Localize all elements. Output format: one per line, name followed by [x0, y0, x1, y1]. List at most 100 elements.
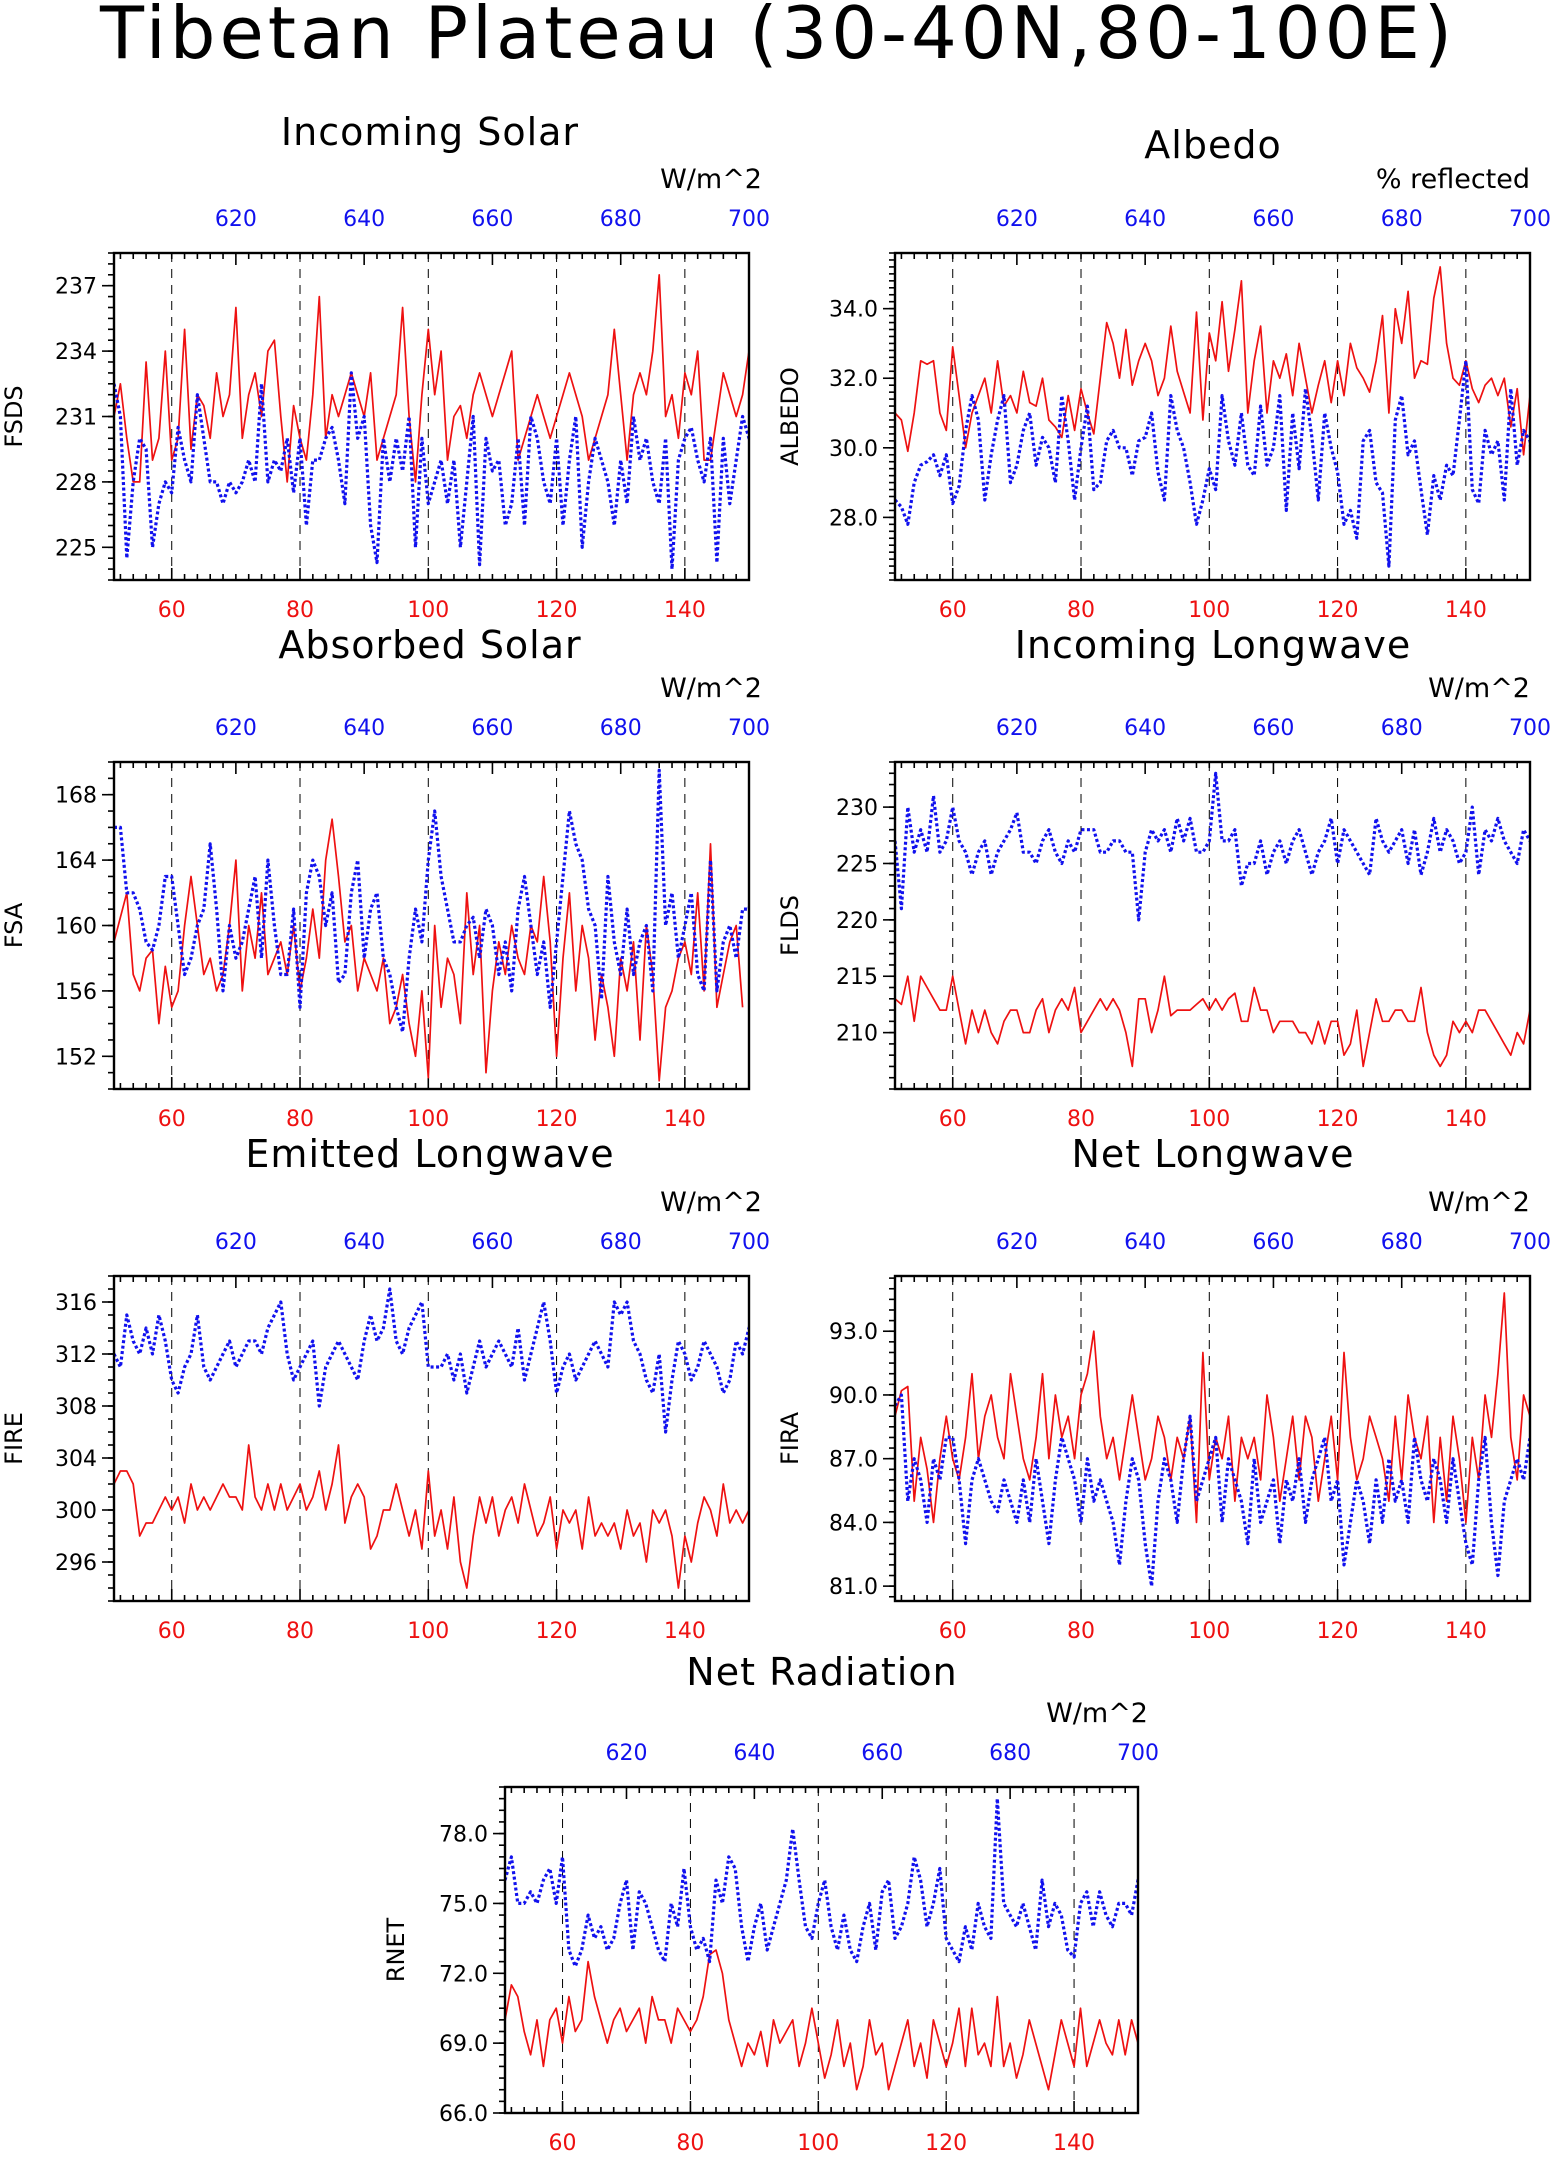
x-tick-label: 120	[1317, 598, 1359, 623]
y-tick-label: 168	[55, 784, 97, 809]
x-tick-label: 80	[286, 1107, 314, 1132]
x2-tick-label: 620	[996, 207, 1038, 232]
x2-tick-label: 640	[343, 1230, 385, 1255]
y-tick-label: 34.0	[829, 298, 878, 323]
y-tick-label: 228	[55, 471, 97, 496]
x2-tick-label: 680	[989, 1741, 1031, 1766]
y-tick-label: 152	[55, 1045, 97, 1070]
x2-tick-label: 640	[1124, 207, 1166, 232]
x2-tick-label: 620	[996, 716, 1038, 741]
y-axis-label: FLDS	[776, 895, 804, 956]
x-tick-label: 100	[407, 1107, 449, 1132]
panel-title: Albedo	[1144, 123, 1281, 167]
y-axis-label: RNET	[382, 1917, 410, 1982]
x-tick-label: 100	[1188, 1107, 1230, 1132]
red-series-line	[114, 1444, 749, 1589]
red-series-line	[114, 273, 749, 483]
x2-tick-label: 620	[215, 1230, 257, 1255]
x-tick-label: 100	[797, 2131, 839, 2156]
chart-panel-flds: Incoming Longwave W/m^2 FLDS 60 80 100 120 140 6…	[776, 623, 1551, 1132]
chart-panel-fire: Emitted Longwave W/m^2 FIRE 60 80 100 120 140 62…	[0, 1132, 770, 1644]
y-tick-label: 160	[55, 915, 97, 940]
x-tick-label: 60	[939, 1107, 967, 1132]
y-tick-label: 225	[55, 536, 97, 561]
panel-title: Incoming Solar	[281, 110, 579, 154]
plot-frame	[112, 1274, 751, 1603]
chart-panel-fira: Net Longwave W/m^2 FIRA 60 80 100 120 140 620 640…	[776, 1132, 1551, 1644]
x-tick-label: 140	[1053, 2131, 1095, 2156]
x2-tick-label: 700	[728, 1230, 770, 1255]
plot-frame	[112, 760, 751, 1091]
x-tick-label: 120	[536, 1619, 578, 1644]
x2-tick-label: 700	[1509, 716, 1551, 741]
series-group	[895, 771, 1530, 1068]
y-tick-label: 308	[55, 1395, 97, 1420]
x-tick-label: 140	[664, 1619, 706, 1644]
x2-tick-label: 660	[1252, 207, 1294, 232]
panel-title: Emitted Longwave	[245, 1132, 614, 1176]
y-axis-label: FIRA	[776, 1411, 804, 1465]
x2-tick-label: 680	[600, 1230, 642, 1255]
units-label: W/m^2	[660, 1187, 762, 1218]
y-tick-label: 231	[55, 406, 97, 431]
x-tick-label: 60	[158, 598, 186, 623]
x-tick-label: 100	[1188, 1619, 1230, 1644]
y-tick-label: 84.0	[829, 1511, 878, 1536]
x-tick-label: 80	[1067, 1619, 1095, 1644]
y-tick-label: 234	[55, 340, 97, 365]
red-series-line	[114, 818, 744, 1082]
x-tick-label: 80	[1067, 598, 1095, 623]
series-group	[114, 1287, 749, 1589]
x-tick-label: 100	[407, 598, 449, 623]
chart-panel-fsa: Absorbed Solar W/m^2 FSA 60 80 100 120 140 620 64…	[0, 623, 770, 1132]
y-tick-label: 75.0	[439, 1892, 488, 1917]
y-tick-label: 78.0	[439, 1823, 488, 1848]
panel-title: Net Longwave	[1072, 1132, 1355, 1176]
y-tick-label: 69.0	[439, 2032, 488, 2057]
x2-tick-label: 640	[343, 207, 385, 232]
blue-series-line	[505, 1796, 1138, 1968]
x-tick-label: 60	[549, 2131, 577, 2156]
y-tick-label: 72.0	[439, 1962, 488, 1987]
chart-panels: Incoming Solar W/m^2 FSDS 60 80 100 120 140 620 6…	[0, 110, 1551, 2156]
blue-series-line	[895, 1393, 1530, 1588]
x2-tick-label: 660	[471, 207, 513, 232]
red-series-line	[895, 266, 1530, 456]
y-tick-label: 304	[55, 1447, 97, 1472]
x2-tick-label: 640	[733, 1741, 775, 1766]
x2-tick-label: 660	[861, 1741, 903, 1766]
x-tick-label: 60	[939, 1619, 967, 1644]
series-group	[505, 1796, 1138, 2091]
x-tick-label: 120	[536, 598, 578, 623]
x-tick-label: 120	[925, 2131, 967, 2156]
chart-panel-fsds: Incoming Solar W/m^2 FSDS 60 80 100 120 140 620 6…	[0, 110, 770, 623]
x2-tick-label: 660	[471, 716, 513, 741]
y-tick-label: 215	[836, 965, 878, 990]
panel-title: Incoming Longwave	[1015, 623, 1411, 667]
x2-tick-label: 620	[605, 1741, 647, 1766]
blue-series-line	[114, 768, 749, 1034]
y-tick-label: 87.0	[829, 1448, 878, 1473]
x-tick-label: 80	[1067, 1107, 1095, 1132]
x2-tick-label: 680	[1381, 716, 1423, 741]
x2-tick-label: 700	[728, 207, 770, 232]
y-tick-label: 316	[55, 1291, 97, 1316]
y-tick-label: 90.0	[829, 1384, 878, 1409]
y-tick-label: 210	[836, 1022, 878, 1047]
blue-series-line	[114, 1287, 749, 1434]
series-group	[895, 1292, 1530, 1588]
x2-tick-label: 640	[343, 716, 385, 741]
x-tick-label: 140	[1445, 1619, 1487, 1644]
x2-tick-label: 680	[1381, 1230, 1423, 1255]
x2-tick-label: 700	[1117, 1741, 1159, 1766]
chart-panel-albedo: Albedo % reflected ALBEDO 60 80 100 120 140 620 6…	[776, 123, 1551, 623]
y-tick-label: 93.0	[829, 1320, 878, 1345]
y-tick-label: 30.0	[829, 437, 878, 462]
x-tick-label: 60	[158, 1619, 186, 1644]
x2-tick-label: 680	[1381, 207, 1423, 232]
panel-title: Absorbed Solar	[278, 623, 581, 667]
units-label: % reflected	[1376, 164, 1530, 195]
y-tick-label: 32.0	[829, 367, 878, 392]
x2-tick-label: 660	[1252, 1230, 1294, 1255]
x2-tick-label: 620	[215, 207, 257, 232]
